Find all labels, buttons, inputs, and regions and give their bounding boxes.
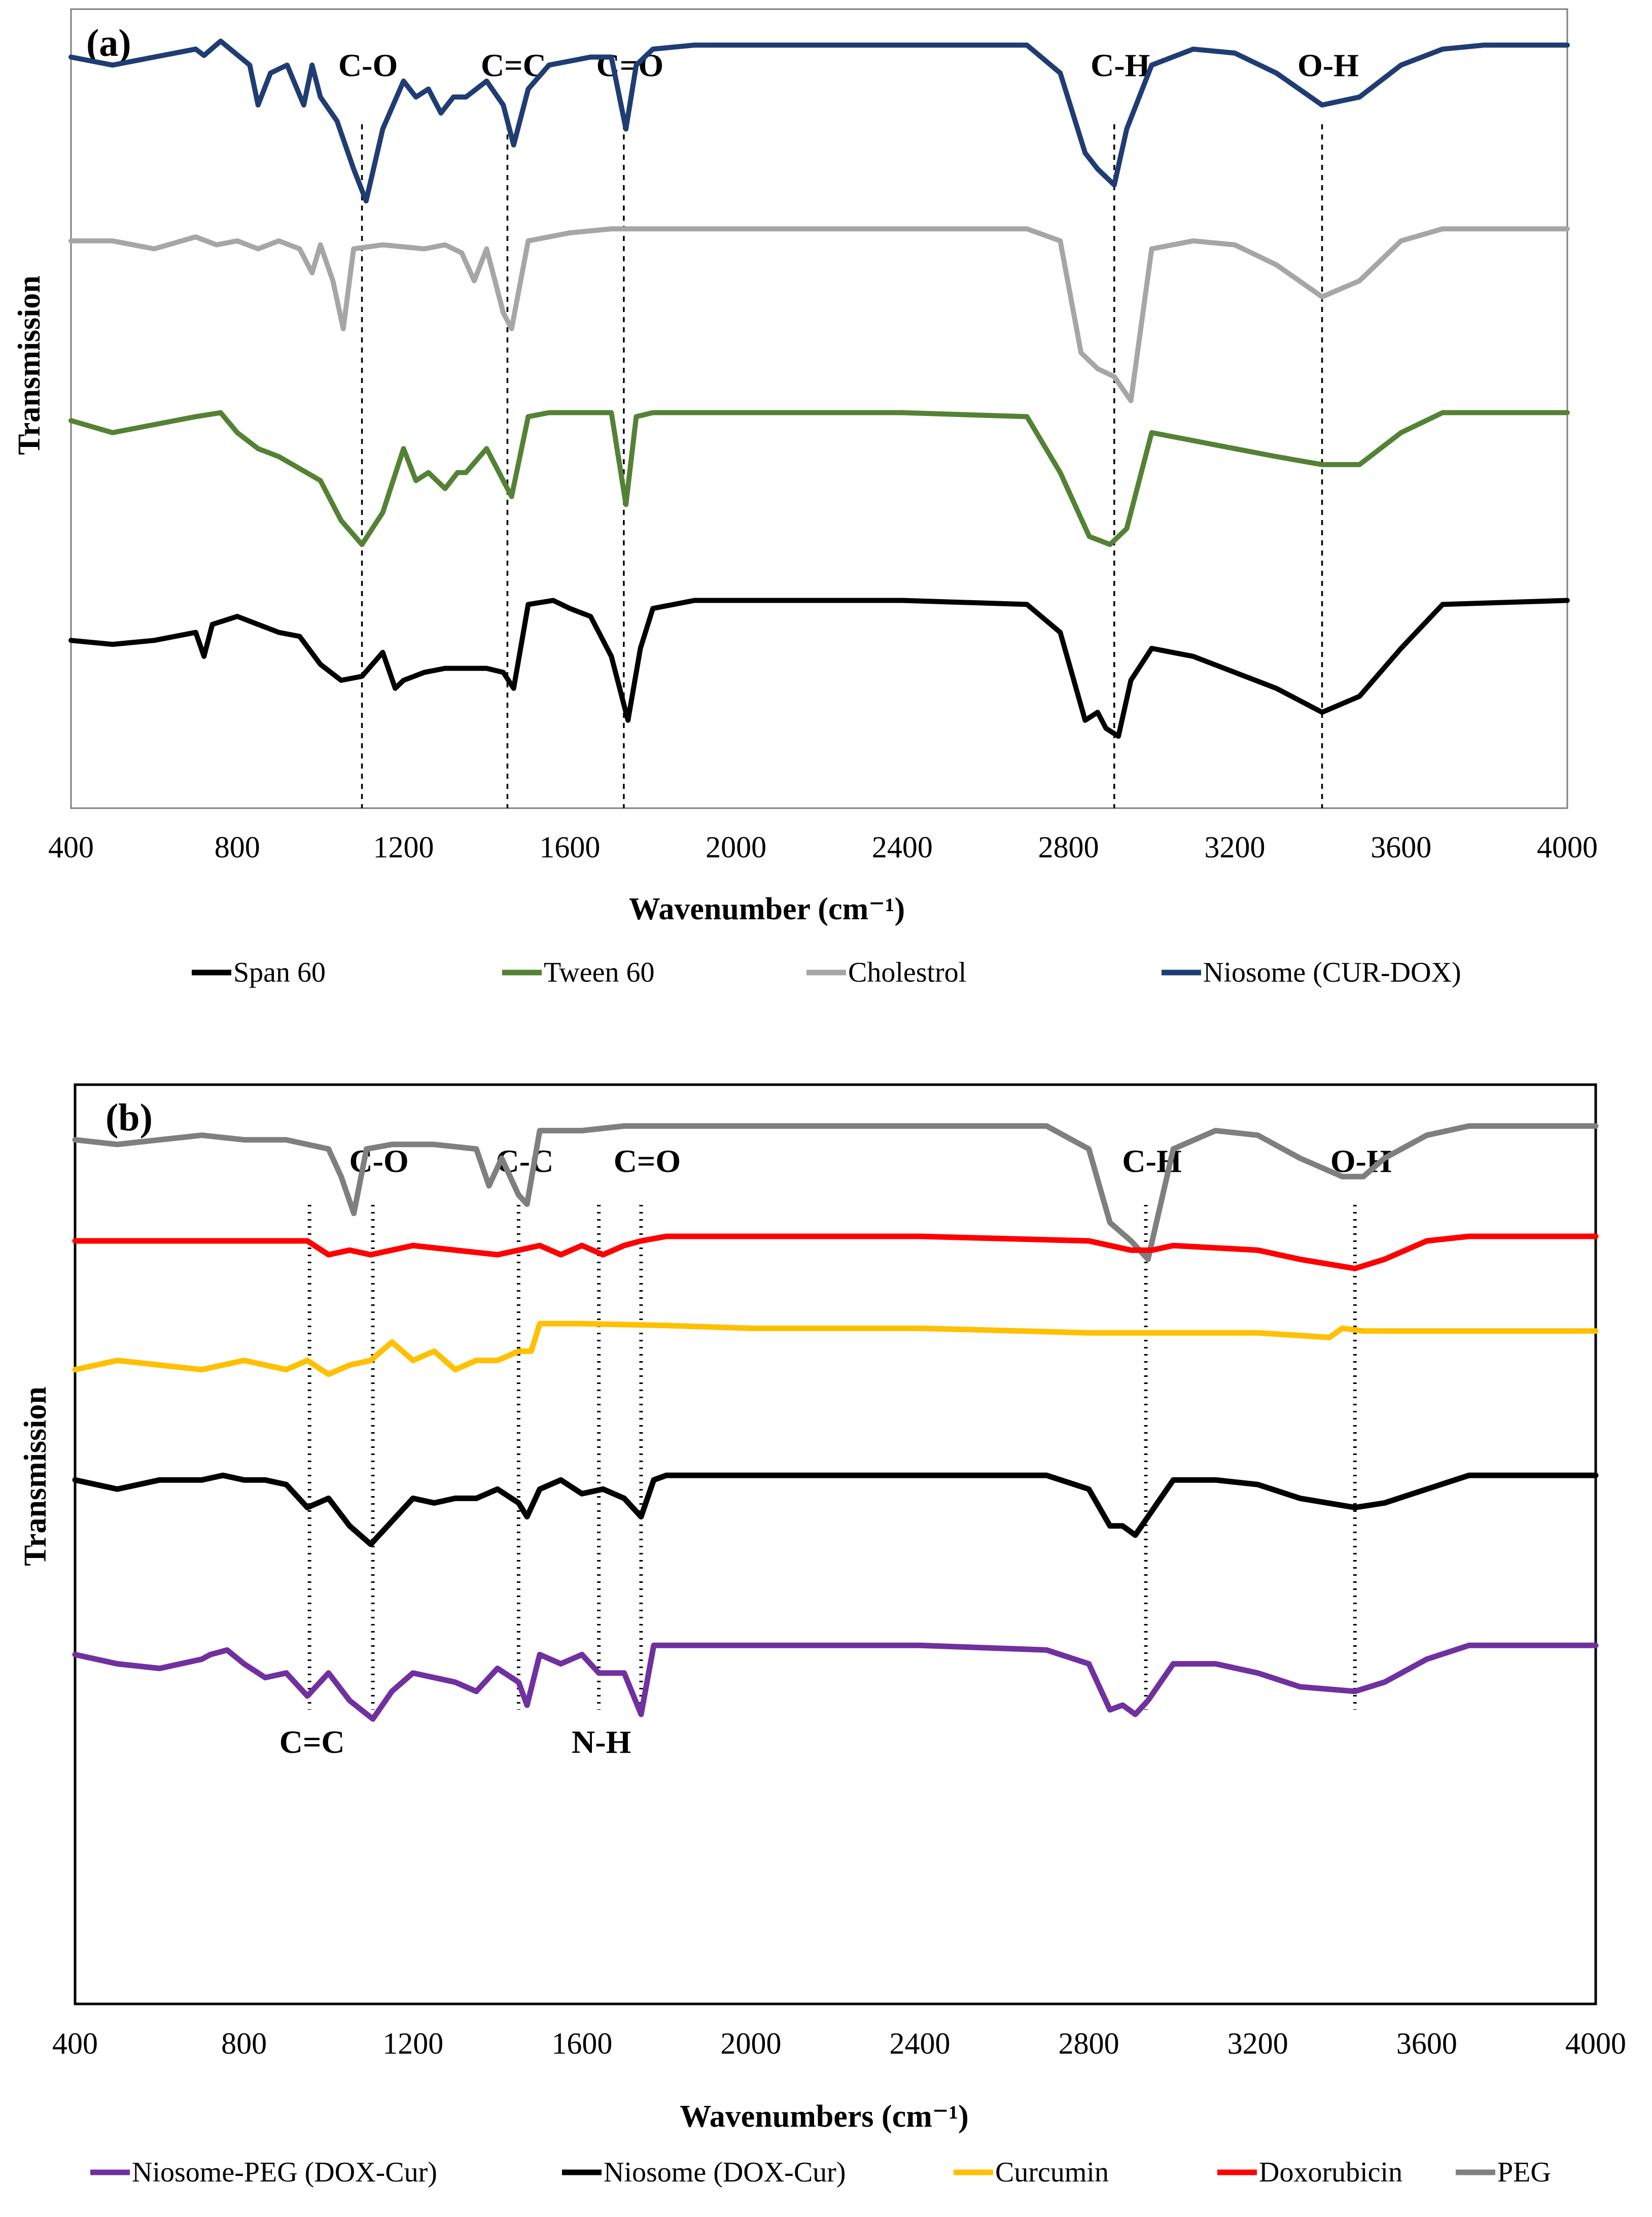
panel-a: (a) C-O C=C C=O C-H O-H 400 800 1200 1600 2000 24… [12,8,1598,988]
panel-b-x-tick-2800: 2800 [1059,2027,1119,2060]
panel-a-x-tick-800: 800 [215,830,260,864]
panel-b-plot-frame [74,1083,1597,2005]
panel-b-series-peg [72,1123,1599,1262]
panel-a-legend-label-cholestrol: Cholestrol [848,957,966,988]
panel-b-x-tick-3200: 3200 [1227,2027,1288,2060]
panel-b-x-tick-1600: 1600 [551,2027,612,2060]
panel-b-y-axis-title: Transmission [18,1387,53,1566]
panel-a-legend-label-tween-60: Tween 60 [544,957,654,988]
panel-b-x-axis-title: Wavenumbers (cm⁻¹) [680,2099,969,2134]
panel-b-peak-label-c-c: C=C [279,1724,345,1760]
panel-a-x-tick-1600: 1600 [539,830,600,864]
panel-b-x-tick-2000: 2000 [720,2027,781,2060]
panel-b-peak-label-n-h: N-H [572,1724,631,1760]
panel-b-series-niosome-peg-dox-cur [72,1642,1599,1722]
panel-a-peak-label-c-h: C-H [1091,47,1150,83]
panel-b-x-tick-800: 800 [221,2027,267,2060]
panel-b-legend-label-peg: PEG [1497,2157,1551,2188]
panel-a-x-tick-3200: 3200 [1204,830,1265,864]
panel-b-x-tick-1200: 1200 [382,2027,443,2060]
panel-a-x-tick-400: 400 [48,830,94,864]
panel-b-x-tick-400: 400 [52,2027,98,2060]
panel-a-plot-frame [70,8,1568,809]
panel-b-legend: Niosome-PEG (DOX-Cur) Niosome (DOX-Cur) Cu… [90,2157,1551,2188]
panel-a-peak-label-c-o: C=O [596,47,663,83]
panel-b-legend-label-curcumin: Curcumin [995,2157,1109,2188]
panel-b-peak-label-c-o: C=O [614,1143,681,1179]
panel-a-x-tick-2400: 2400 [872,830,933,864]
panel-a-peak-label-c-o: C-O [338,47,398,83]
panel-a-x-axis-title: Wavenumber (cm⁻¹) [629,892,905,926]
panel-a-series-group [68,39,1570,739]
panel-a-y-axis-title: Transmission [12,275,47,455]
panel-b-series-group [72,1123,1599,1722]
panel-b-legend-label-niosome-dox-cur: Niosome (DOX-Cur) [604,2157,846,2188]
panel-a-peak-label-o-h: O-H [1297,47,1359,83]
panel-a-series-span-60 [68,598,1570,739]
panel-a-x-tick-4000: 4000 [1537,830,1598,864]
panel-b-x-ticks: 400 800 1200 1600 2000 2400 2800 3200 3600 4000 [52,2027,1626,2060]
panel-a-legend: Span 60 Tween 60 Cholestrol Niosome (CUR-DO… [192,957,1461,988]
panel-a-x-ticks: 400 800 1200 1600 2000 2400 2800 3200 3600 4000 [48,830,1598,864]
panel-a-series-cholestrol [68,226,1570,403]
panel-b-series-doxorubicin [72,1233,1599,1271]
panel-a-legend-label-niosome-cur-dox: Niosome (CUR-DOX) [1203,957,1461,988]
panel-b-series-niosome-dox-cur [72,1472,1599,1547]
panel-b-series-curcumin [72,1321,1599,1377]
panel-b-x-tick-3600: 3600 [1396,2027,1457,2060]
panel-b-legend-label-niosome-peg-dox-cur: Niosome-PEG (DOX-Cur) [132,2157,437,2188]
panel-a-series-niosome-cur-dox [68,39,1570,203]
panel-a-tag: (a) [86,22,131,64]
panel-b-tag: (b) [106,1096,153,1139]
panel-a-x-tick-2000: 2000 [706,830,766,864]
panel-a-x-tick-1200: 1200 [373,830,434,864]
panel-b-legend-label-doxorubicin: Doxorubicin [1259,2157,1402,2188]
panel-b-x-tick-4000: 4000 [1565,2027,1626,2060]
panel-a-legend-label-span-60: Span 60 [233,957,326,988]
panel-a-x-tick-3600: 3600 [1370,830,1431,864]
panel-a-x-tick-2800: 2800 [1038,830,1099,864]
panel-b-x-tick-2400: 2400 [890,2027,951,2060]
panel-b: (b) C-O C-C C=O C-H O-HC=C N-H 400 800 1200 1600… [18,1083,1626,2188]
panel-a-series-tween-60 [68,410,1570,547]
